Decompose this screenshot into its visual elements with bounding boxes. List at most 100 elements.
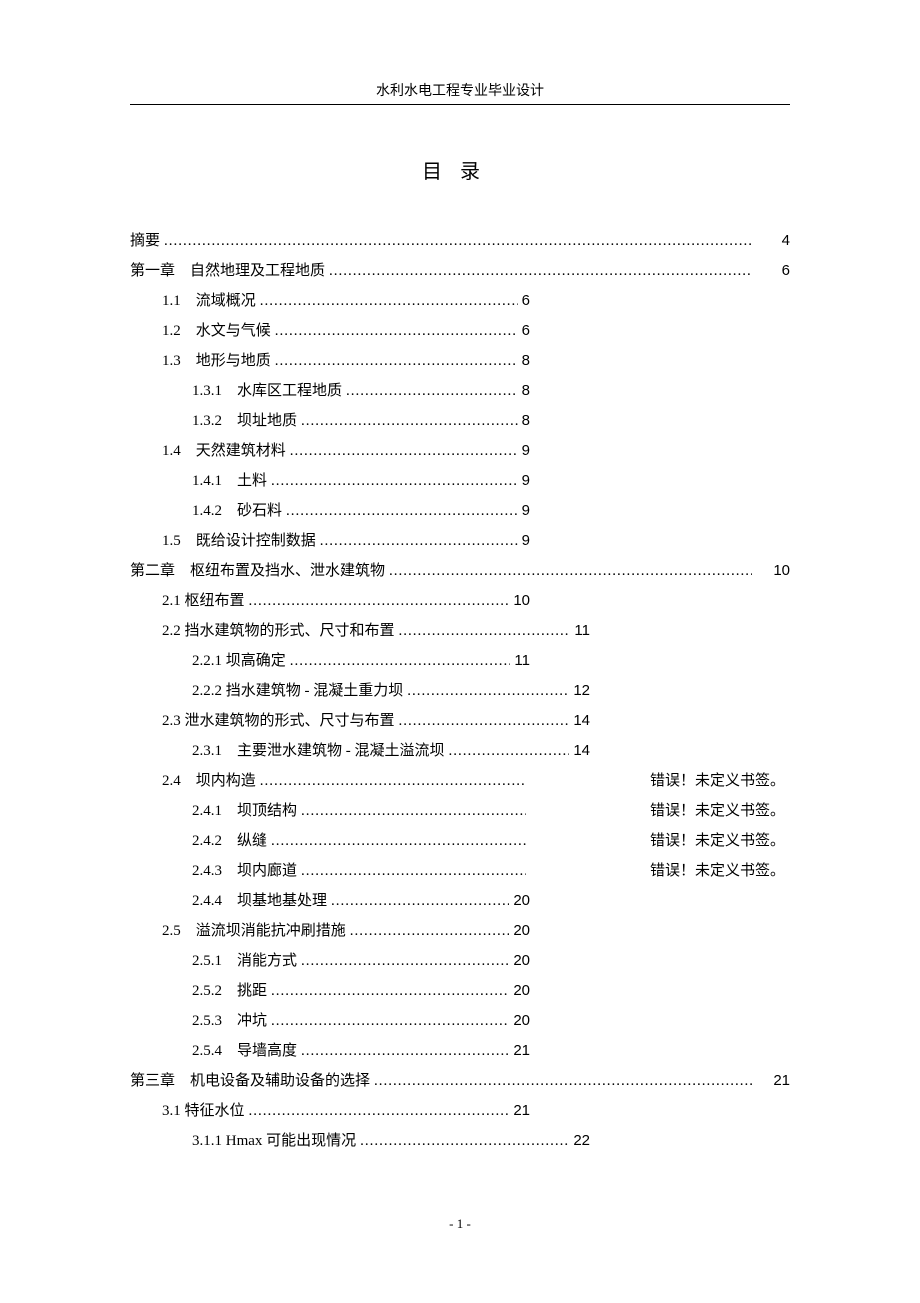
toc-entry-line: 3.1 特征水位21 — [130, 1096, 530, 1126]
header-rule — [130, 104, 790, 105]
toc-label: 2.4.4 坝基地基处理 — [192, 886, 327, 916]
toc-entry-line: 1.5 既给设计控制数据 9 — [130, 526, 530, 556]
toc-label: 2.4.3 坝内廊道 — [192, 856, 297, 886]
toc-leader-dots — [449, 736, 570, 766]
toc-page-number: 20 — [513, 976, 530, 1006]
toc-label: 2.4.2 纵缝 — [192, 826, 267, 856]
toc-page-number: 9 — [522, 496, 530, 526]
toc-entry-line: 2.3 泄水建筑物的形式、尺寸与布置14 — [130, 706, 590, 736]
toc-entry-line: 1.4.1 土料9 — [130, 466, 530, 496]
toc-label: 2.2 挡水建筑物的形式、尺寸和布置 — [162, 616, 395, 646]
toc-entry: 1.3.1 水库区工程地质 8 — [130, 376, 790, 406]
toc-page-number: 14 — [573, 736, 590, 766]
toc-entry: 1.2 水文与气候6 — [130, 316, 790, 346]
toc-page-number: 10 — [756, 556, 790, 586]
toc-entry-line: 1.3 地形与地质8 — [130, 346, 530, 376]
toc-entry-line: 2.2.1 坝高确定11 — [130, 646, 530, 676]
toc-page-number: 14 — [573, 706, 590, 736]
toc-entry: 第二章 枢纽布置及挡水、泄水建筑物10 — [130, 556, 790, 586]
toc-label: 1.4.1 土料 — [192, 466, 267, 496]
toc-leader-dots — [290, 436, 518, 466]
toc-entry: 2.3 泄水建筑物的形式、尺寸与布置14 — [130, 706, 790, 736]
toc-entry-line: 2.5.3 冲坑20 — [130, 1006, 530, 1036]
toc-entry-line: 1.4 天然建筑材料9 — [130, 436, 530, 466]
toc-page-number: 9 — [522, 526, 530, 556]
toc-entry: 2.5.3 冲坑20 — [130, 1006, 790, 1036]
toc-label: 1.1 流域概况 — [162, 286, 256, 316]
toc-page-number: 20 — [513, 916, 530, 946]
toc-bookmark-error: 错误！未定义书签。 — [530, 856, 785, 886]
toc-entry: 2.4.4 坝基地基处理20 — [130, 886, 790, 916]
toc-page-number: 8 — [522, 406, 530, 436]
toc-label: 第三章 机电设备及辅助设备的选择 — [130, 1066, 370, 1096]
toc-bookmark-error: 错误！未定义书签。 — [530, 766, 785, 796]
toc-page-number: 11 — [574, 616, 590, 646]
toc-entry: 2.2 挡水建筑物的形式、尺寸和布置 11 — [130, 616, 790, 646]
toc-leader-dots — [249, 586, 510, 616]
toc-page-number: 10 — [513, 586, 530, 616]
page-footer: - 1 - — [130, 1216, 790, 1232]
document-page: 水利水电工程专业毕业设计 目录 摘要 4 第一章 自然地理及工程地质 6 1.1 流域概… — [0, 0, 920, 1272]
toc-page-number: 6 — [756, 256, 790, 286]
toc-label: 3.1 特征水位 — [162, 1096, 245, 1126]
toc-label: 1.5 既给设计控制数据 — [162, 526, 316, 556]
toc-label: 摘要 — [130, 226, 160, 256]
toc-entry: 3.1.1 Hmax 可能出现情况22 — [130, 1126, 790, 1156]
toc-label: 2.3.1 主要泄水建筑物 - 混凝土溢流坝 — [192, 736, 445, 766]
toc-label: 1.4.2 砂石料 — [192, 496, 282, 526]
toc-entry-line: 2.2 挡水建筑物的形式、尺寸和布置 11 — [130, 616, 590, 646]
toc-entry-line: 第二章 枢纽布置及挡水、泄水建筑物10 — [130, 556, 790, 586]
document-header: 水利水电工程专业毕业设计 — [130, 80, 790, 100]
toc-entry: 第三章 机电设备及辅助设备的选择21 — [130, 1066, 790, 1096]
toc-bookmark-error: 错误！未定义书签。 — [530, 826, 785, 856]
toc-page-number: 8 — [522, 346, 530, 376]
toc-label: 2.2.2 挡水建筑物 - 混凝土重力坝 — [192, 676, 403, 706]
toc-label: 第一章 自然地理及工程地质 — [130, 256, 325, 286]
toc-page-number: 21 — [513, 1036, 530, 1066]
toc-page-number: 6 — [522, 286, 530, 316]
toc-entry: 1.3.2 坝址地质 8 — [130, 406, 790, 436]
toc-entry-line: 2.5 溢流坝消能抗冲刷措施 20 — [130, 916, 530, 946]
toc-leader-dots — [271, 976, 509, 1006]
toc-entry-line: 1.4.2 砂石料 9 — [130, 496, 530, 526]
toc-entry-line: 2.5.4 导墙高度21 — [130, 1036, 530, 1066]
toc-leader-dots — [286, 496, 518, 526]
toc-entry: 摘要 4 — [130, 226, 790, 256]
toc-entry: 2.5.1 消能方式20 — [130, 946, 790, 976]
toc-label: 1.3.2 坝址地质 — [192, 406, 297, 436]
toc-leader-dots — [275, 316, 518, 346]
toc-page-number: 6 — [522, 316, 530, 346]
toc-page-number: 8 — [522, 376, 530, 406]
toc-entry: 2.4.2 纵缝 错误！未定义书签。 — [130, 826, 790, 856]
toc-page-number: 20 — [513, 1006, 530, 1036]
toc-entry: 1.5 既给设计控制数据 9 — [130, 526, 790, 556]
toc-entry: 1.4.2 砂石料 9 — [130, 496, 790, 526]
toc-leader-dots — [301, 946, 509, 976]
toc-entry-line: 1.2 水文与气候6 — [130, 316, 530, 346]
toc-entry: 2.5.2 挑距20 — [130, 976, 790, 1006]
toc-title: 目录 — [130, 155, 790, 184]
toc-entry: 2.2.2 挡水建筑物 - 混凝土重力坝12 — [130, 676, 790, 706]
toc-page-number: 22 — [573, 1126, 590, 1156]
toc-bookmark-error: 错误！未定义书签。 — [530, 796, 785, 826]
toc-entry-line: 1.3.1 水库区工程地质 8 — [130, 376, 530, 406]
toc-leader-dots — [301, 1036, 509, 1066]
toc-entry-line: 第三章 机电设备及辅助设备的选择21 — [130, 1066, 790, 1096]
toc-label: 1.4 天然建筑材料 — [162, 436, 286, 466]
toc-page-number: 4 — [756, 226, 790, 256]
toc-entry-line: 2.4.3 坝内廊道 — [130, 856, 530, 886]
toc-entry-line: 2.5.1 消能方式20 — [130, 946, 530, 976]
toc-entry-line: 1.3.2 坝址地质 8 — [130, 406, 530, 436]
toc-container: 摘要4第一章 自然地理及工程地质61.1 流域概况61.2 水文与气候61.3 … — [130, 226, 790, 1156]
toc-leader-dots — [329, 256, 752, 286]
toc-label: 1.3.1 水库区工程地质 — [192, 376, 342, 406]
toc-entry: 2.4 坝内构造错误！未定义书签。 — [130, 766, 790, 796]
toc-leader-dots — [374, 1066, 752, 1096]
toc-entry: 2.3.1 主要泄水建筑物 - 混凝土溢流坝 14 — [130, 736, 790, 766]
toc-label: 2.4.1 坝顶结构 — [192, 796, 297, 826]
toc-entry-line: 2.4.1 坝顶结构 — [130, 796, 530, 826]
toc-leader-dots — [275, 346, 518, 376]
toc-label: 2.5 溢流坝消能抗冲刷措施 — [162, 916, 346, 946]
toc-entry-line: 2.4.4 坝基地基处理20 — [130, 886, 530, 916]
toc-entry: 2.1 枢纽布置10 — [130, 586, 790, 616]
